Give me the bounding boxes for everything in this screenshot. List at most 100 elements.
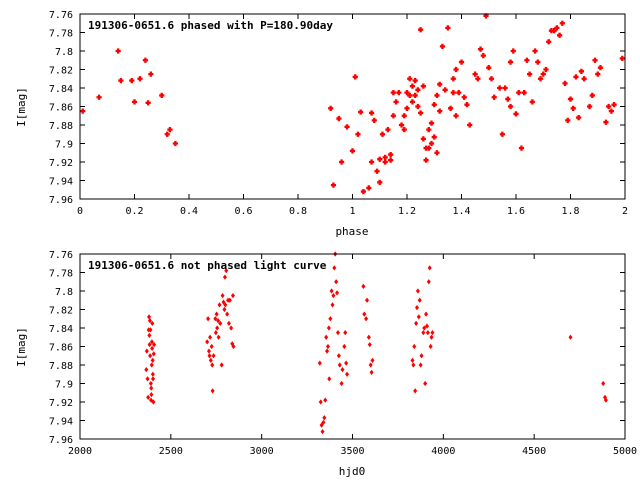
data-point (227, 297, 232, 303)
data-point (371, 117, 377, 123)
data-point (332, 265, 337, 271)
data-point (325, 348, 330, 354)
data-point (619, 55, 625, 61)
data-point (559, 20, 565, 26)
data-point (151, 399, 156, 405)
data-point (216, 318, 221, 324)
data-point (428, 120, 435, 126)
data-point (456, 90, 462, 96)
data-point (431, 102, 437, 108)
x-tick-label: 0.2 (125, 206, 143, 217)
data-point (345, 371, 350, 377)
y-tick-label: 7.94 (49, 177, 73, 188)
data-point (475, 76, 481, 82)
data-point (150, 357, 155, 363)
data-point (340, 367, 345, 373)
data-point (355, 131, 361, 137)
data-point (361, 283, 366, 289)
data-point (215, 325, 220, 331)
data-point (592, 57, 598, 63)
data-point (150, 320, 155, 326)
data-point (131, 99, 138, 105)
data-point (567, 96, 574, 102)
data-point (148, 380, 153, 387)
data-point (554, 25, 560, 31)
data-point (412, 92, 418, 98)
data-point (606, 103, 612, 110)
data-point (339, 380, 344, 387)
data-point (431, 134, 437, 140)
data-point (437, 81, 443, 87)
data-point (562, 80, 568, 86)
data-point (144, 367, 149, 373)
data-point (327, 376, 332, 382)
x-tick-label: 4500 (522, 446, 546, 457)
data-point (366, 185, 372, 191)
data-point (96, 94, 102, 100)
data-point (420, 83, 426, 89)
data-point (434, 150, 440, 156)
data-point (410, 357, 415, 363)
x-tick-label: 3000 (250, 446, 274, 457)
data-point (360, 189, 366, 195)
data-point (597, 65, 604, 71)
data-point (209, 343, 214, 350)
data-point (150, 345, 155, 351)
data-point (137, 76, 143, 82)
data-point (430, 330, 435, 336)
data-point (529, 99, 535, 105)
y-axis-label: I[mag] (15, 327, 28, 367)
data-point (589, 92, 595, 98)
y-tick-label: 7.88 (49, 361, 73, 372)
data-point (167, 127, 173, 133)
data-point (369, 369, 374, 375)
data-point (412, 343, 417, 350)
data-point (595, 71, 601, 77)
y-tick-label: 7.84 (49, 324, 73, 335)
data-point (225, 311, 230, 317)
data-point (551, 28, 557, 34)
x-tick-label: 5000 (613, 446, 637, 457)
data-point (507, 59, 514, 65)
data-point (421, 330, 426, 336)
data-point (488, 76, 495, 82)
unphased-light-curve-plot: 2000 2500 3000 3500 4000 4500 5000 7.76 7.78 7.8 7… (15, 250, 637, 478)
data-point (420, 136, 426, 142)
data-point (467, 122, 473, 128)
data-point (219, 362, 224, 368)
data-point (418, 27, 424, 33)
data-point (423, 157, 429, 163)
data-point (207, 353, 212, 359)
data-point (325, 343, 330, 350)
data-point (415, 103, 421, 110)
data-point (586, 103, 593, 110)
y-tick-label: 7.78 (49, 269, 73, 280)
data-point (368, 362, 373, 368)
data-point (230, 293, 235, 299)
data-point (412, 78, 418, 84)
x-tick-label: 1.8 (561, 206, 579, 217)
data-point (208, 357, 213, 363)
x-tick-label: 1 (349, 206, 355, 217)
data-point (336, 115, 342, 122)
data-point (483, 13, 489, 19)
y-tick-label: 7.86 (49, 343, 73, 354)
data-point (379, 131, 386, 137)
data-point (543, 66, 549, 73)
data-point (377, 179, 383, 185)
y-tick-label: 7.92 (49, 398, 73, 409)
data-point (502, 85, 508, 91)
data-point (414, 320, 419, 326)
data-point (442, 87, 448, 93)
data-point (144, 348, 149, 354)
data-point (409, 83, 416, 89)
data-point (426, 145, 432, 151)
data-point (206, 348, 211, 354)
data-point (147, 342, 152, 348)
data-point (339, 159, 345, 165)
data-point (423, 145, 429, 151)
data-point (407, 92, 413, 98)
data-point (216, 334, 221, 340)
x-tick-label: 2500 (159, 446, 183, 457)
data-point (404, 90, 410, 96)
